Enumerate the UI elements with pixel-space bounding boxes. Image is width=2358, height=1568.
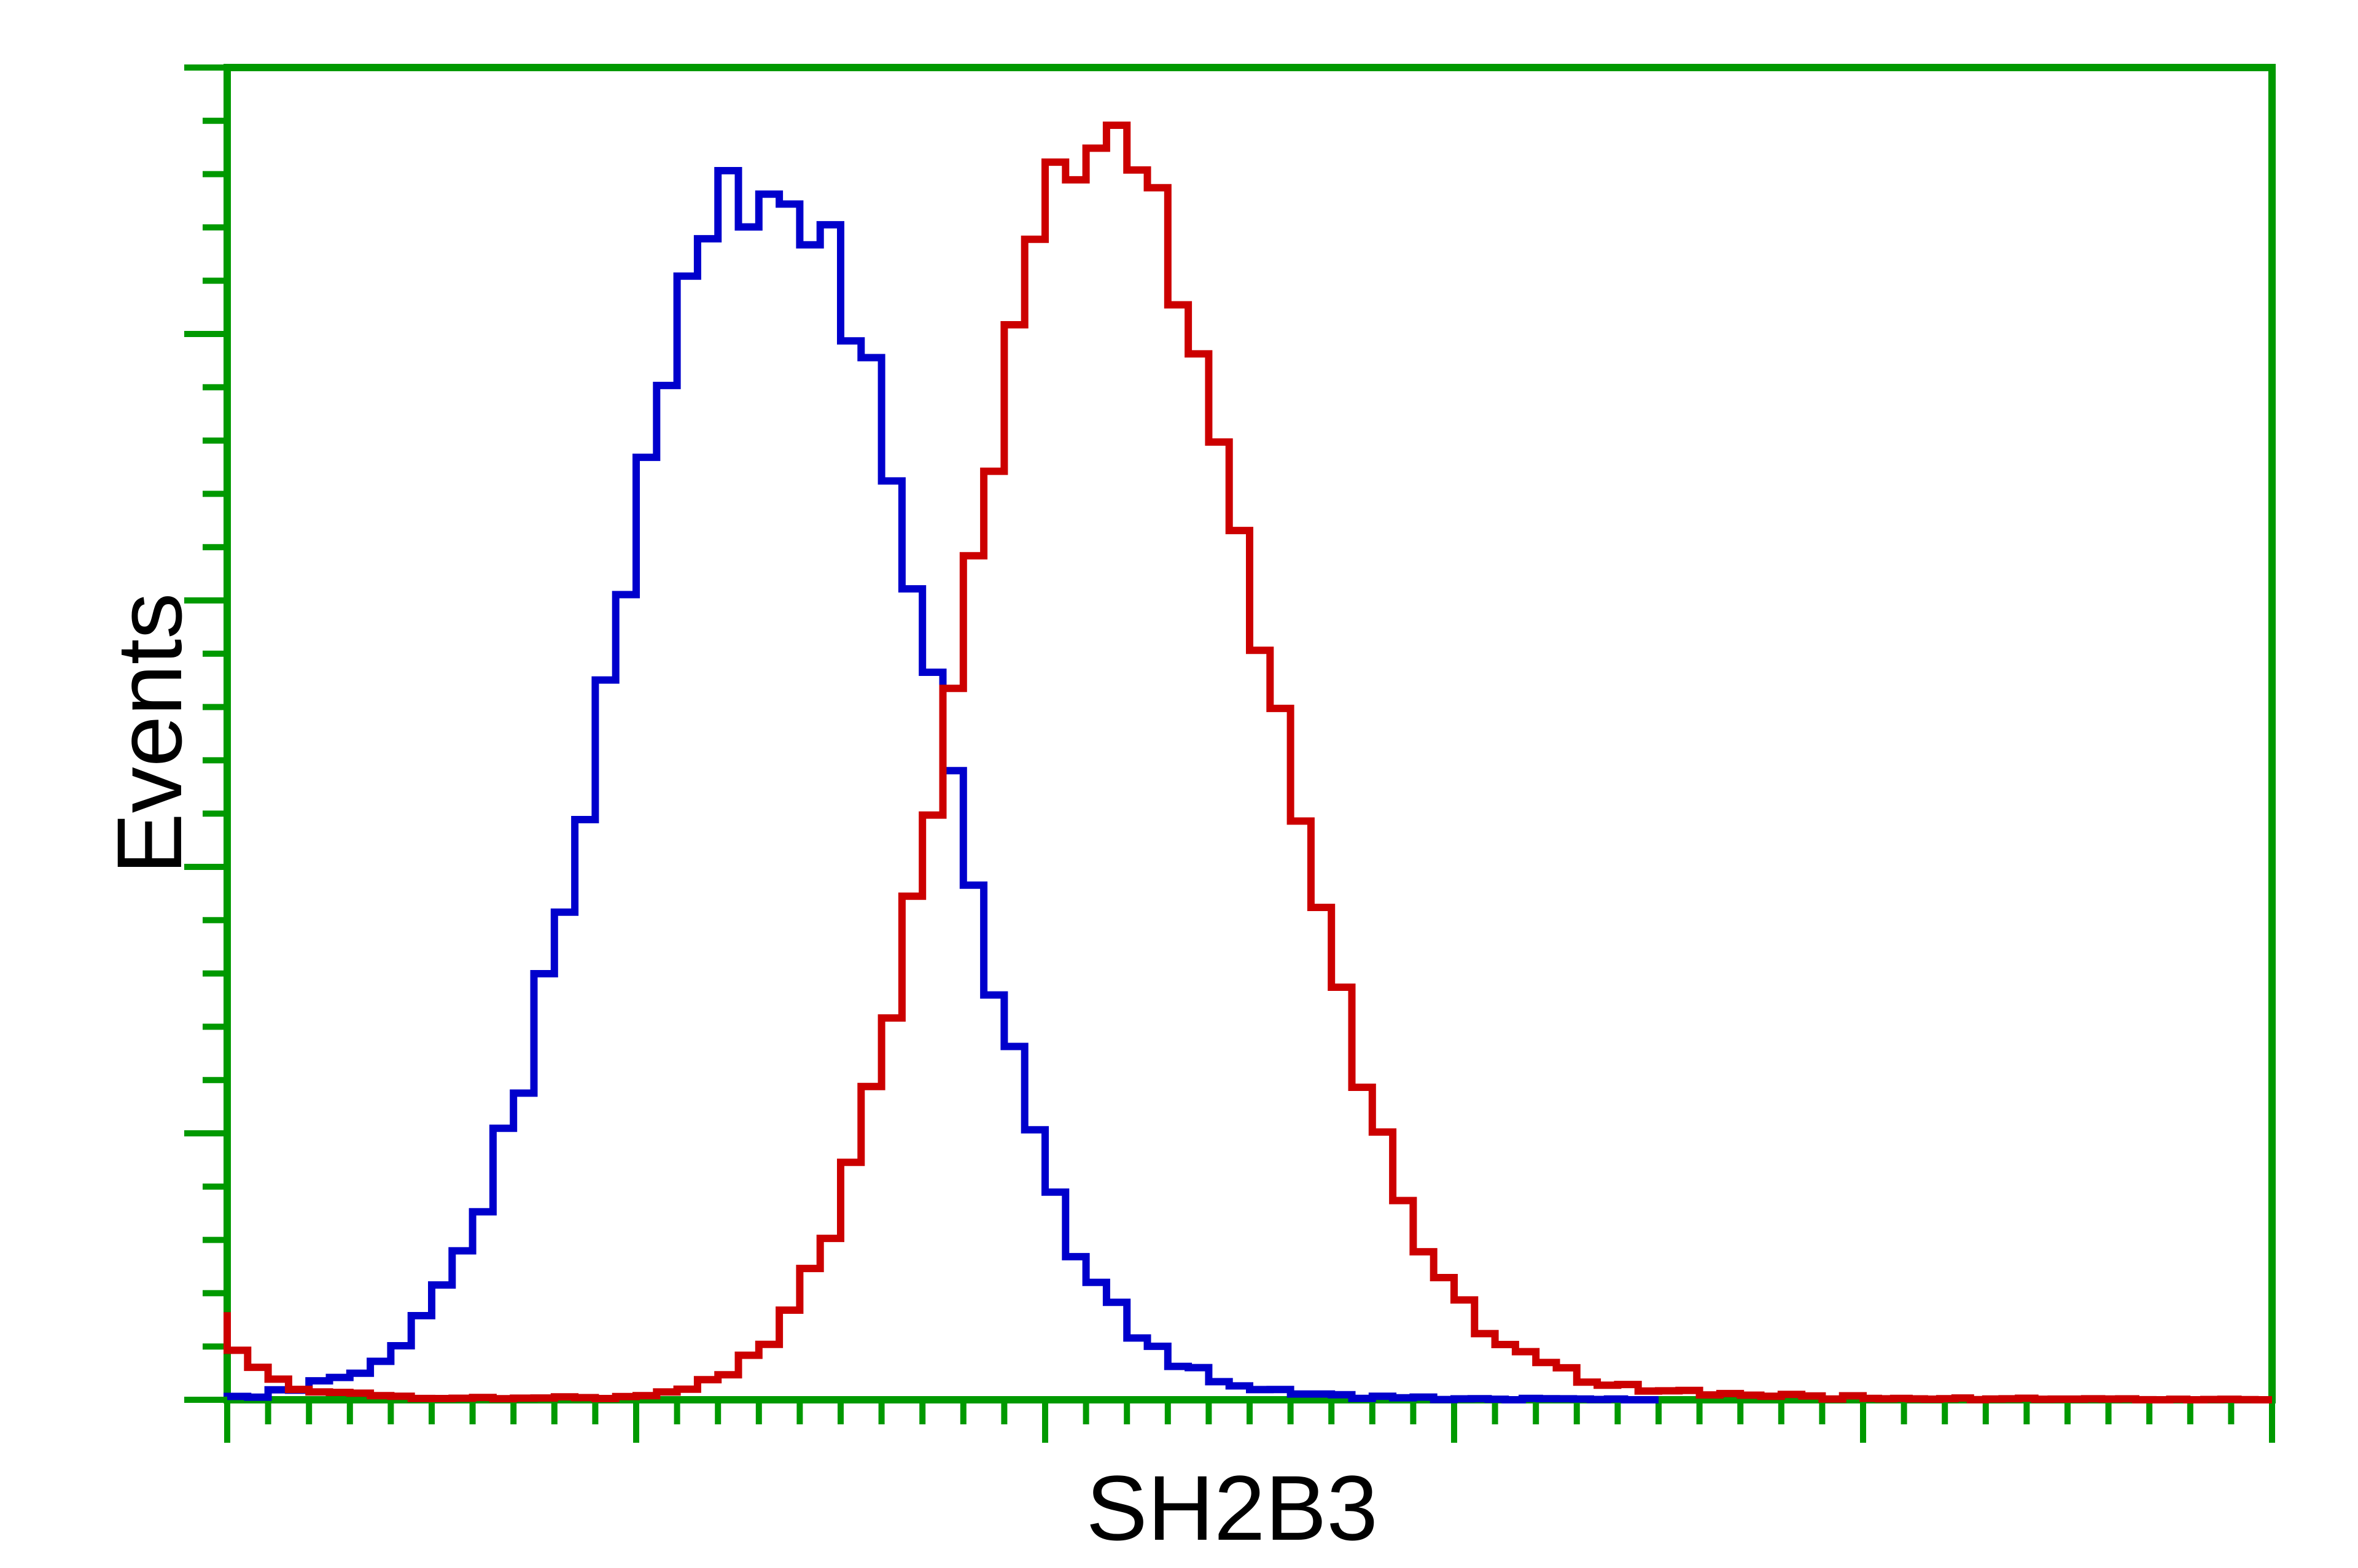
plot-svg xyxy=(0,0,2358,1568)
flow-cytometry-figure: Events SH2B3 xyxy=(0,0,2358,1568)
y-axis-label: Events xyxy=(96,593,203,875)
x-axis-label: SH2B3 xyxy=(1086,1455,1378,1561)
